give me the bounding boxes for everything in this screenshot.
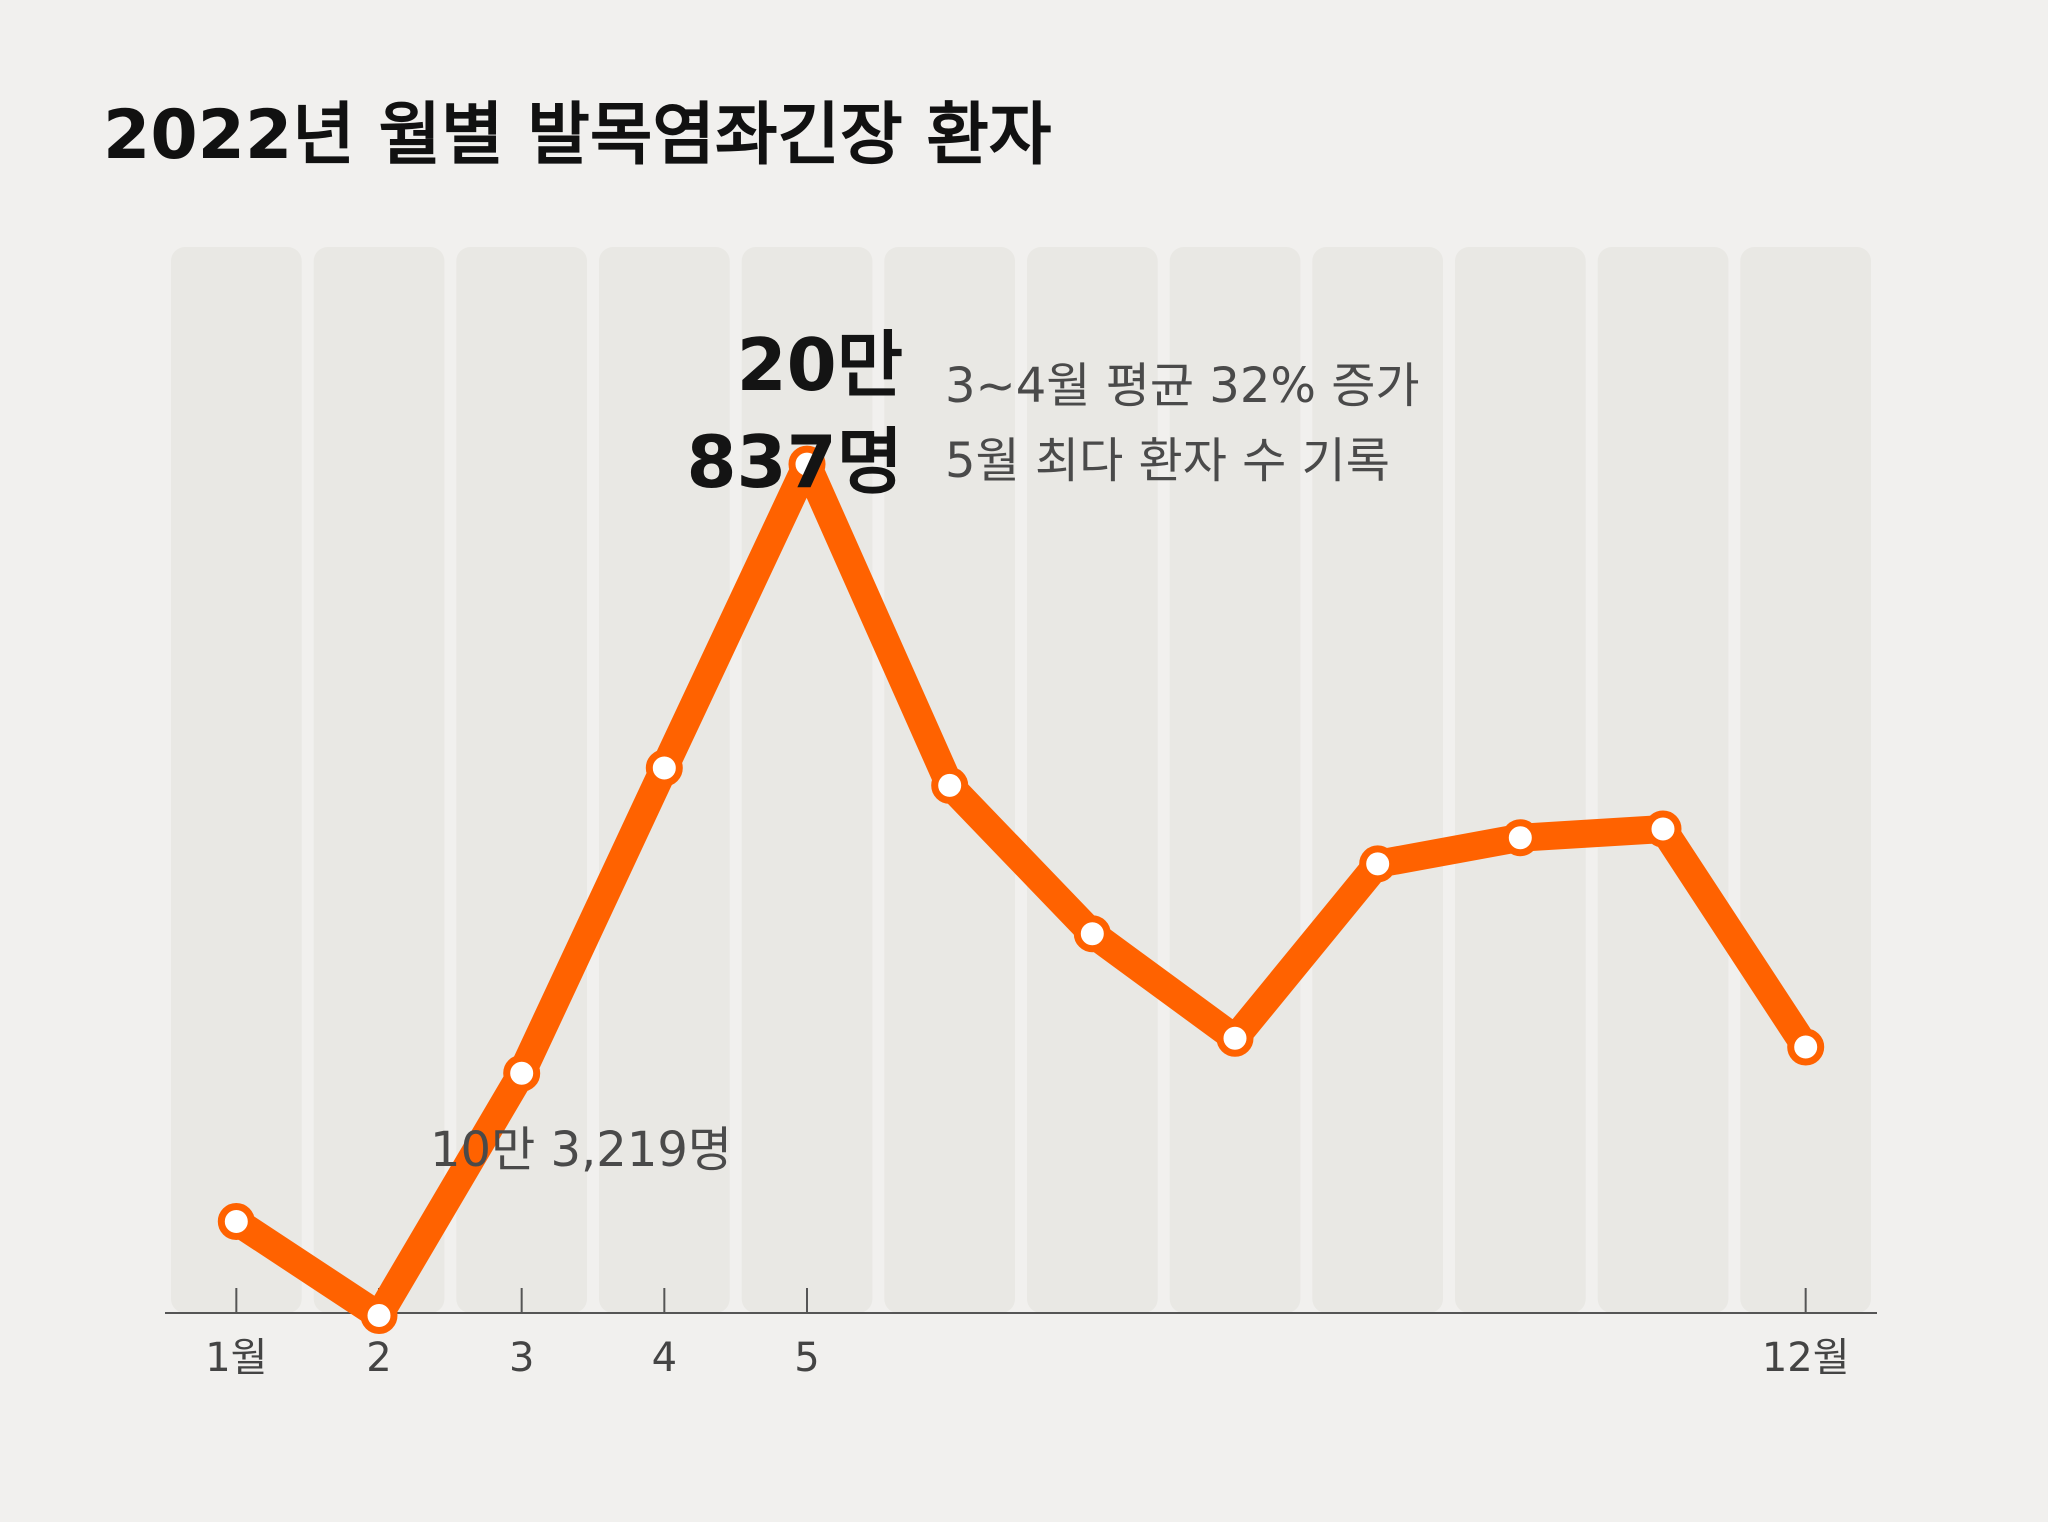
data-point [1787, 1028, 1825, 1066]
data-point [1359, 845, 1397, 883]
data-point [788, 445, 826, 483]
month-column [1455, 247, 1586, 1313]
data-point [1073, 915, 1111, 953]
max-note-line1: 3~4월 평균 32% 증가 [945, 358, 1420, 414]
data-point [1501, 819, 1539, 857]
data-point [1644, 810, 1682, 848]
data-point [645, 749, 683, 787]
month-column [171, 247, 302, 1313]
x-tick-label: 12월 [1762, 1335, 1850, 1381]
month-column [1169, 247, 1301, 1313]
month-column [1597, 247, 1729, 1313]
month-column [1740, 247, 1871, 1313]
x-tick-label: 1월 [205, 1335, 267, 1381]
data-point [503, 1054, 541, 1092]
month-column [313, 247, 445, 1313]
max-note-line2: 5월 최다 환자 수 기록 [945, 433, 1390, 489]
data-point [931, 766, 969, 804]
month-column [1312, 247, 1443, 1313]
x-tick-label: 5 [794, 1335, 819, 1381]
data-point [360, 1297, 398, 1334]
data-point-markers [217, 445, 1825, 1334]
chart-title: 2022년 월별 발목염좌긴장 환자 [103, 96, 1051, 175]
x-tick-label: 4 [652, 1335, 677, 1381]
max-value-line1: 20만 [737, 323, 903, 407]
x-tick-label: 3 [509, 1335, 534, 1381]
month-column [456, 247, 587, 1313]
x-axis-tick-labels: 1월 2 3 4 5 12월 [205, 1335, 1849, 1381]
month-column [1027, 247, 1158, 1313]
min-value-label: 10만 3,219명 [430, 1122, 732, 1178]
max-value-line2: 837명 [686, 420, 903, 504]
data-point [1216, 1019, 1254, 1057]
series-line [222, 450, 1820, 1330]
data-point [217, 1203, 255, 1240]
x-tick-label: 2 [366, 1335, 391, 1381]
